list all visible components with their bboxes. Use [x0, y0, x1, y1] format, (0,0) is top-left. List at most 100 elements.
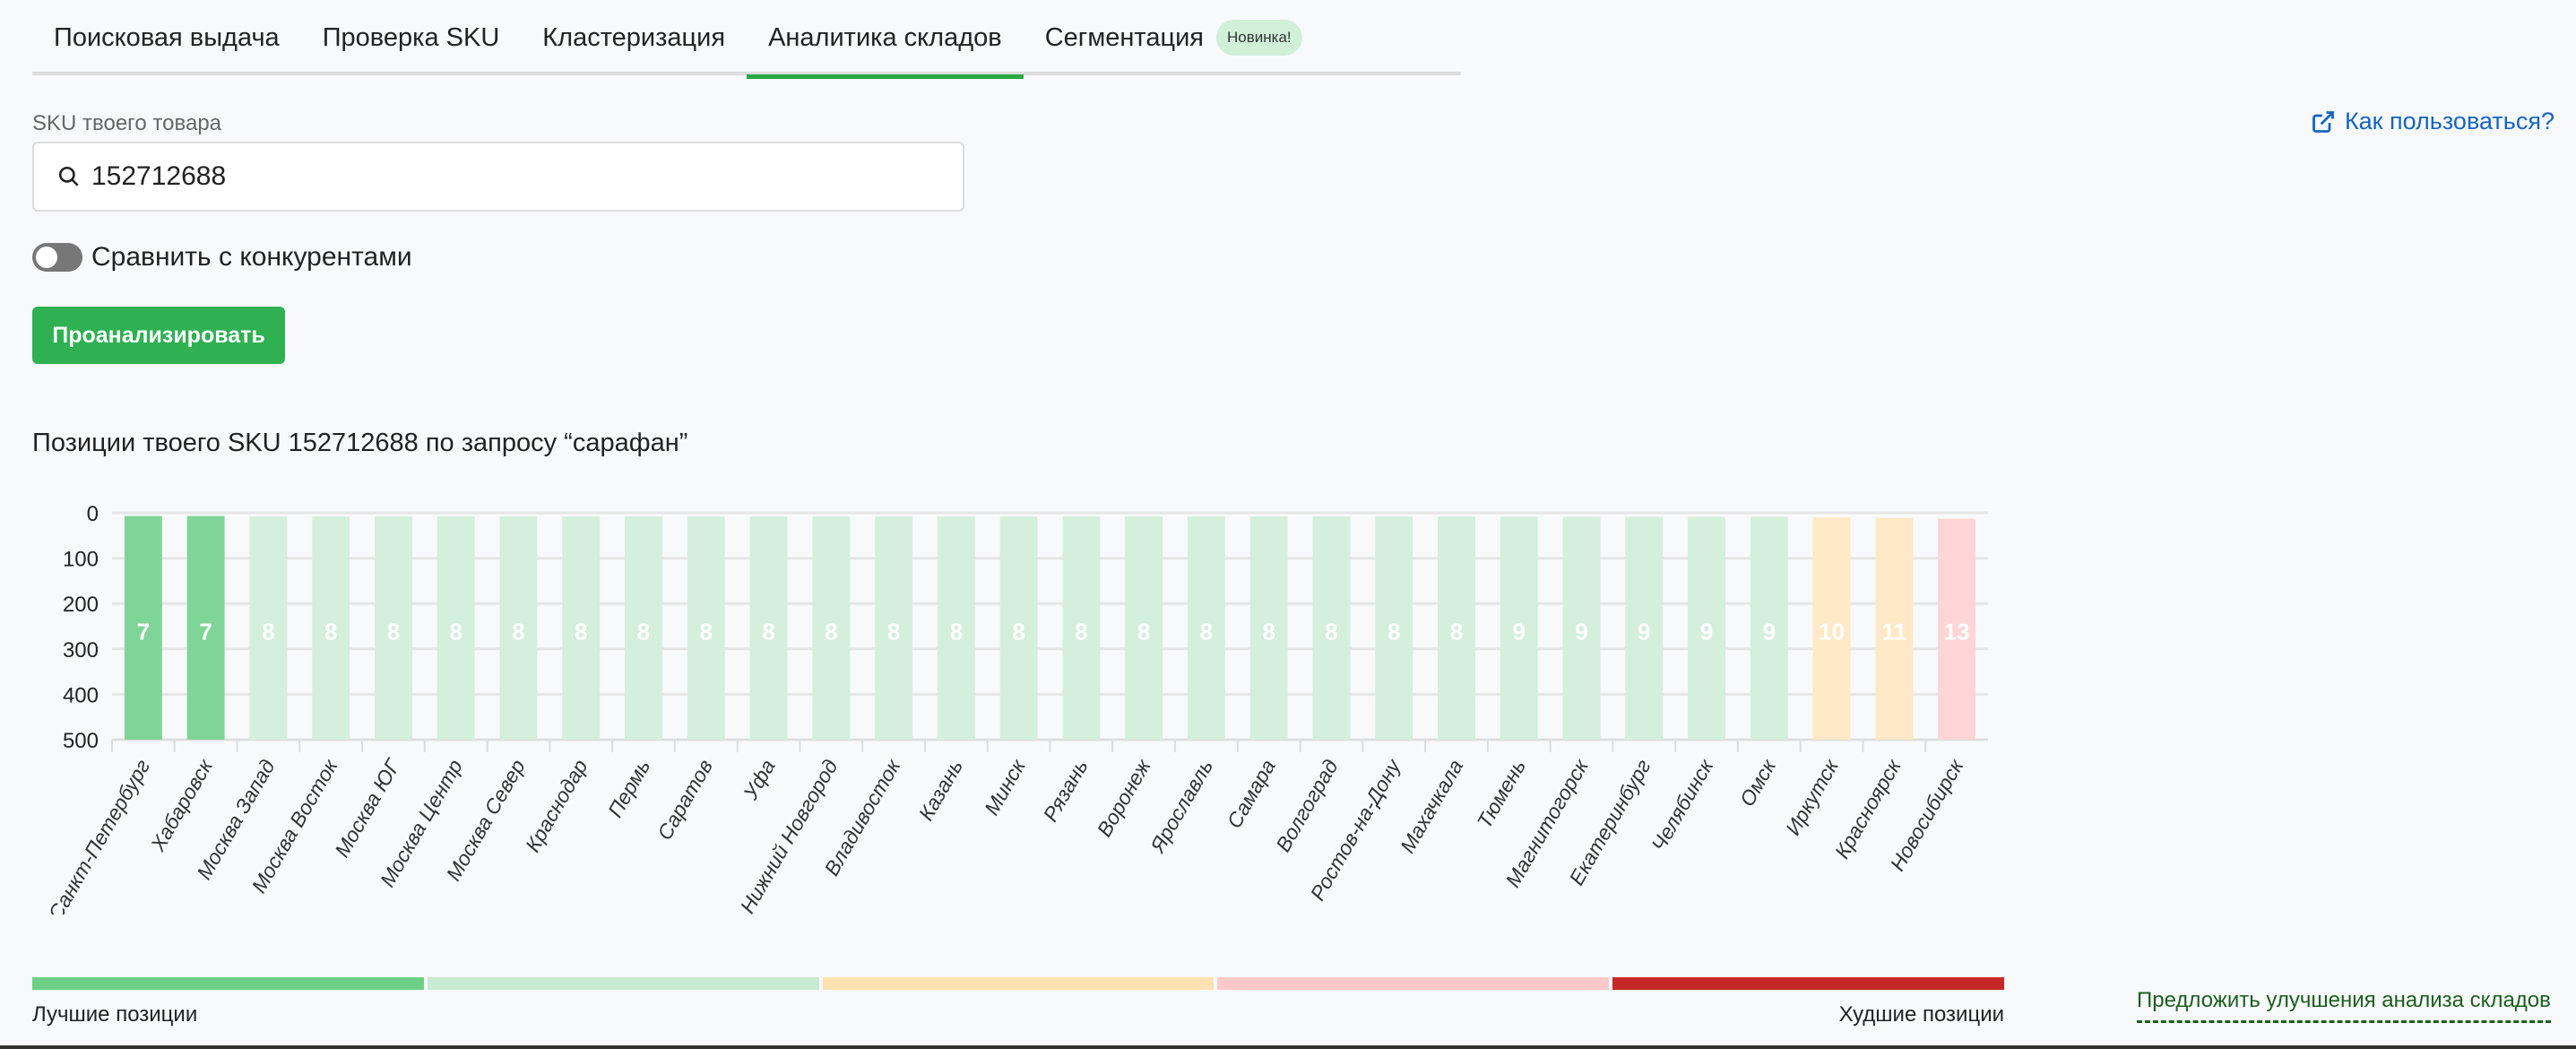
legend-worst-label: Худшие позиции	[1838, 1002, 2004, 1027]
bar-value-label: 8	[512, 619, 524, 646]
bar	[375, 516, 412, 740]
bar-value-label: 9	[1700, 619, 1713, 646]
legend-segment	[1217, 977, 1610, 990]
tab-sku-check[interactable]: Проверка SKU	[301, 0, 522, 75]
y-tick-label: 500	[63, 729, 99, 753]
x-tick-label: Иркутск	[1781, 755, 1844, 839]
bar	[1249, 516, 1288, 740]
x-tick-label: Самара	[1223, 756, 1280, 833]
x-tick-label: Волгоград	[1271, 756, 1343, 856]
x-tick-label: Воронеж	[1093, 754, 1155, 840]
bar	[249, 516, 288, 740]
bar	[1500, 516, 1538, 740]
compare-toggle[interactable]	[32, 243, 82, 272]
bar-value-label: 9	[1513, 619, 1526, 646]
bar	[937, 516, 975, 740]
compare-toggle-row[interactable]: Сравнить с конкурентами	[32, 242, 412, 273]
x-tick-label: Махачкала	[1396, 756, 1467, 857]
legend-segment	[427, 977, 819, 990]
bar-value-label: 9	[1575, 619, 1587, 646]
legend-scale	[32, 977, 2004, 990]
bar-value-label: 9	[1763, 619, 1776, 646]
bar	[1187, 516, 1225, 740]
new-badge: Новинка!	[1216, 20, 1302, 56]
y-tick-label: 200	[63, 593, 99, 617]
x-tick-label: Тюмень	[1473, 756, 1530, 833]
x-tick-label: Уфа	[739, 756, 780, 804]
bar	[1062, 516, 1101, 740]
y-tick-label: 0	[87, 502, 99, 526]
bar-value-label: 10	[1819, 619, 1845, 646]
help-link-label: Как пользоваться?	[2344, 108, 2554, 134]
bar-value-label: 8	[1137, 619, 1150, 646]
bar	[437, 516, 475, 740]
tab-warehouse-analytics[interactable]: Аналитика складов	[747, 0, 1024, 79]
tab-label: Сегментация	[1044, 22, 1205, 52]
x-tick-label: Хабаровск	[145, 755, 217, 856]
tab-label: Проверка SKU	[322, 22, 500, 52]
bar	[1812, 517, 1851, 740]
y-tick-label: 400	[63, 683, 99, 707]
x-tick-label: Пермь	[603, 756, 654, 822]
bar-value-label: 7	[137, 619, 150, 646]
legend-segment	[822, 977, 1215, 990]
bar-value-label: 8	[1450, 619, 1463, 646]
bar	[312, 516, 350, 740]
analyze-button[interactable]: Проанализировать	[32, 307, 285, 364]
bar-value-label: 8	[762, 619, 774, 646]
divider	[0, 1045, 2576, 1049]
x-tick-label: Саратов	[653, 756, 717, 845]
legend-best-label: Лучшие позиции	[32, 1002, 198, 1027]
bar	[124, 516, 162, 740]
x-tick-label: Минск	[980, 755, 1031, 819]
x-tick-label: Ярославль	[1145, 756, 1217, 858]
bar-value-label: 7	[199, 619, 212, 646]
y-tick-label: 300	[63, 638, 99, 663]
bar-value-label: 8	[449, 619, 462, 646]
bar-value-label: 8	[825, 619, 837, 646]
compare-label: Сравнить с конкурентами	[91, 242, 412, 272]
tab-label: Аналитика складов	[768, 22, 1002, 52]
tab-label: Поисковая выдача	[54, 22, 280, 52]
bar-value-label: 8	[637, 619, 650, 646]
bar	[186, 516, 225, 740]
tab-clustering[interactable]: Кластеризация	[521, 0, 747, 75]
x-tick-label: Краснодар	[521, 755, 592, 855]
x-tick-label: Москва ЮГ	[330, 754, 405, 861]
bar-value-label: 13	[1944, 619, 1970, 646]
bar-value-label: 8	[324, 619, 337, 646]
bar	[999, 516, 1038, 740]
tab-bar: Поисковая выдача Проверка SKU Кластериза…	[32, 0, 1461, 79]
bar-value-label: 8	[950, 619, 963, 646]
bar-value-label: 8	[1012, 619, 1024, 646]
bar	[625, 516, 662, 740]
bar-value-label: 8	[575, 619, 587, 646]
x-tick-label: Санкт-Петербург	[44, 756, 155, 915]
bar	[1562, 516, 1601, 740]
y-tick-label: 100	[63, 548, 99, 572]
bar	[1312, 516, 1351, 740]
bar-value-label: 11	[1882, 619, 1907, 646]
external-link-icon	[2312, 110, 2334, 133]
x-tick-label: Челябинск	[1647, 755, 1718, 855]
bar	[875, 516, 913, 740]
tab-segmentation[interactable]: Сегментация Новинка!	[1024, 0, 1324, 75]
sku-value: 152712688	[91, 161, 227, 191]
bar	[687, 516, 725, 740]
x-tick-label: Рязань	[1039, 756, 1093, 826]
positions-chart: 0 100 200 300 400 500 7 Санкт-Петербург 7 Хабаров…	[44, 502, 1988, 915]
sku-input[interactable]: 152712688	[32, 142, 964, 212]
bar	[562, 516, 601, 740]
chart-heading: Позиции твоего SKU 152712688 по запросу …	[32, 429, 688, 457]
suggest-improvements-link[interactable]: Предложить улучшения анализа складов	[2137, 988, 2551, 1023]
sku-label: SKU твоего товара	[32, 111, 222, 135]
help-link[interactable]: Как пользоваться?	[2311, 108, 2554, 135]
bar-value-label: 8	[262, 619, 274, 646]
x-tick-label: Казань	[914, 756, 967, 825]
tab-search-results[interactable]: Поисковая выдача	[32, 0, 301, 75]
bar-value-label: 9	[1638, 619, 1650, 646]
bar-value-label: 8	[387, 619, 400, 646]
bar	[1938, 518, 1976, 740]
search-icon	[58, 166, 79, 186]
bar-value-label: 8	[887, 619, 900, 646]
